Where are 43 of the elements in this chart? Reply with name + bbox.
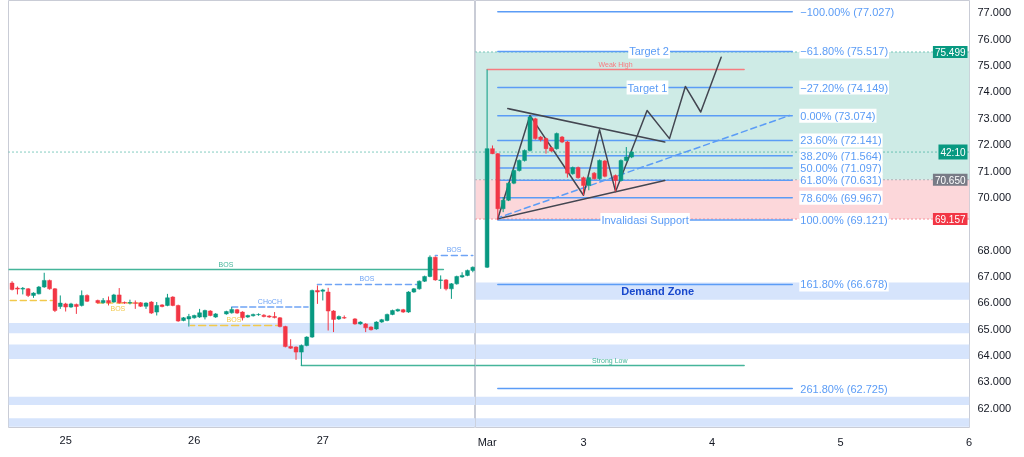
annotation: 61.80% (70.631)	[800, 174, 882, 187]
y-tick-label: 67.000	[977, 269, 1012, 282]
y-tick-label: 70.000	[977, 190, 1012, 203]
annotation: 38.20% (71.564)	[800, 149, 882, 162]
y-tick-label: 73.000	[977, 111, 1012, 124]
y-tick-label: 77.000	[977, 6, 1012, 19]
annotation: 50.00% (71.097)	[800, 161, 882, 174]
annotation: −100.00% (77.027)	[800, 5, 895, 18]
y-tick-label: 72.000	[977, 138, 1012, 151]
ref-line-label: 69.157	[934, 214, 966, 226]
x-tick-label: 6	[965, 435, 973, 448]
annotation: 0.00% (73.074)	[800, 109, 876, 122]
ref-line-label: 70.650	[934, 174, 966, 186]
x-tick-label: 26	[188, 433, 201, 446]
annotation: 78.60% (69.967)	[800, 191, 882, 204]
annotation: 161.80% (66.678)	[800, 278, 888, 291]
y-tick-label: 68.000	[977, 243, 1012, 256]
y-tick-label: 65.000	[977, 322, 1012, 335]
y-tick-label: 71.000	[977, 164, 1012, 177]
annotation: Target 1	[627, 81, 668, 94]
y-tick-label: 75.000	[977, 59, 1012, 72]
x-tick-label: 3	[580, 435, 587, 448]
x-tick-label: 25	[59, 433, 72, 446]
y-tick-label: 63.000	[977, 375, 1012, 388]
x-tick-label: 4	[708, 435, 716, 448]
annotation: 42:10	[940, 146, 966, 158]
annotation: Target 2	[629, 45, 669, 58]
annotation: Invalidasi Support	[601, 214, 689, 227]
x-tick-label: 27	[316, 433, 329, 446]
band-label: Demand Zone	[621, 285, 695, 298]
annotation: −61.80% (75.517)	[800, 45, 889, 58]
y-tick-label: 74.000	[977, 85, 1012, 98]
ref-line-label: 75.499	[934, 46, 966, 58]
x-tick-label: 5	[837, 435, 844, 448]
annotation: −27.20% (74.149)	[800, 81, 889, 94]
x-tick-label: Mar	[477, 435, 497, 448]
annotation: 100.00% (69.121)	[800, 214, 888, 227]
y-tick-label: 66.000	[977, 296, 1012, 309]
y-tick-label: 64.000	[977, 349, 1012, 362]
annotation: 23.60% (72.141)	[800, 134, 882, 147]
y-tick-label: 62.000	[977, 401, 1012, 414]
y-tick-label: 76.000	[977, 32, 1012, 45]
annotation: 261.80% (62.725)	[800, 382, 888, 395]
